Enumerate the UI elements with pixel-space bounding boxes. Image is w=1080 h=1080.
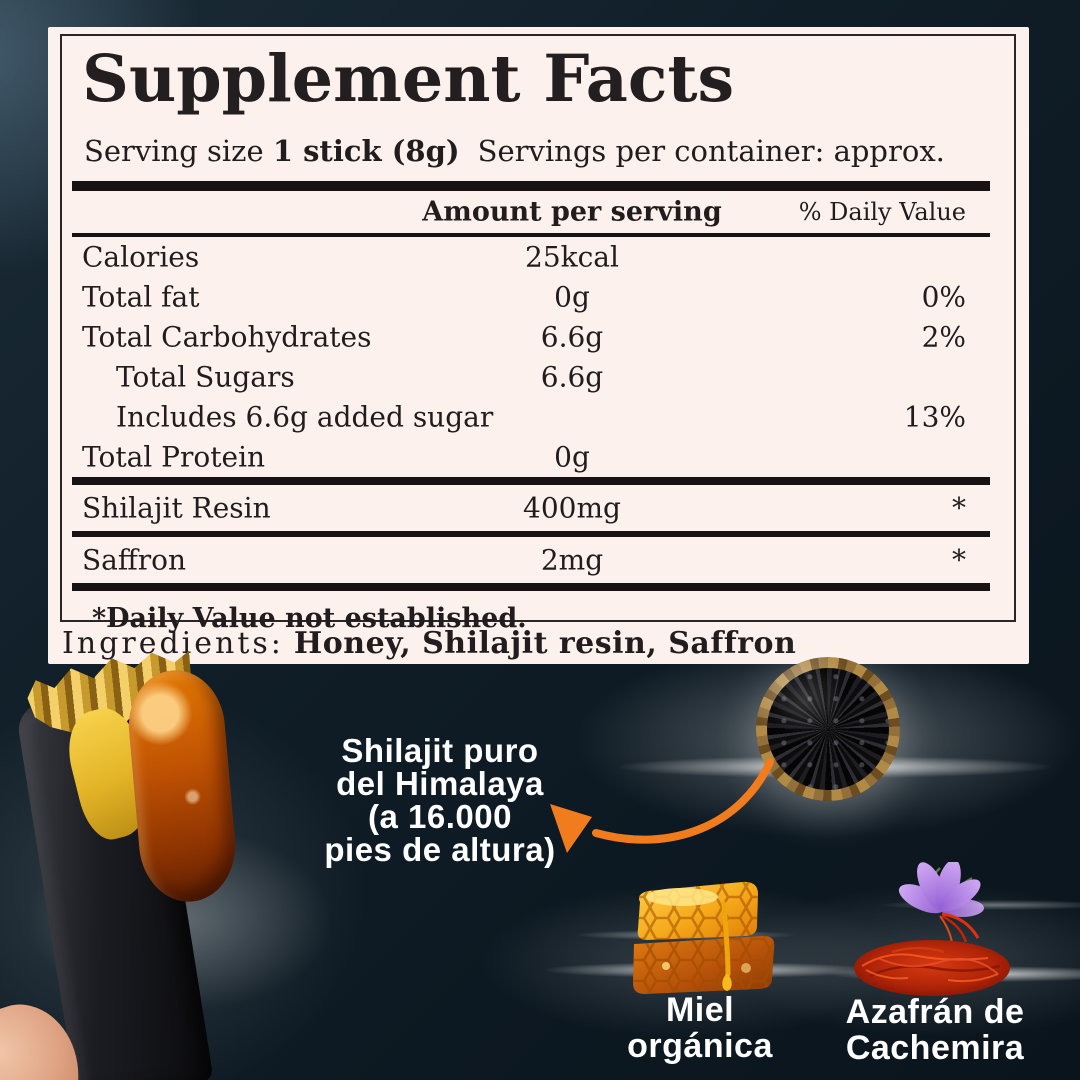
- serving-size-label: Serving size: [84, 134, 273, 169]
- shilajit-bowl-photo: [756, 657, 900, 801]
- thick-rule: [72, 477, 990, 486]
- nutrient-name: Calories: [82, 240, 200, 274]
- caption-line: orgánica: [627, 1027, 773, 1065]
- thick-rule: [72, 181, 990, 192]
- rule: [72, 531, 990, 538]
- daily-value-column-header: % Daily Value: [798, 198, 966, 227]
- honey-caption: Miel orgánica: [600, 992, 800, 1064]
- caption-line: pies de altura): [324, 831, 556, 868]
- nutrient-amount: 0g: [554, 440, 590, 474]
- facts-title: Supplement Facts: [82, 41, 735, 117]
- caption-line: del Himalaya: [336, 765, 544, 802]
- nutrient-row-calories: Calories 25kcal: [62, 237, 1014, 277]
- nutrient-dv: *: [952, 491, 966, 525]
- nutrient-amount: 25kcal: [525, 240, 619, 274]
- nutrient-name: Total Sugars: [116, 360, 295, 394]
- nutrient-amount: 2mg: [540, 543, 604, 577]
- nutrient-amount: 0g: [554, 280, 590, 314]
- shilajit-resin-fill: [767, 668, 889, 790]
- nutrient-row-added-sugar: Includes 6.6g added sugar 13%: [62, 397, 1014, 437]
- caption-line: Azafrán de: [845, 993, 1025, 1031]
- ingredients-value: Honey, Shilajit resin, Saffron: [293, 626, 797, 661]
- active-row-shilajit: Shilajit Resin 400mg *: [62, 485, 1014, 531]
- caption-line: Shilajit puro: [341, 732, 539, 769]
- nutrient-row-carbohydrates: Total Carbohydrates 6.6g 2%: [62, 317, 1014, 357]
- nutrient-dv: 0%: [921, 280, 966, 314]
- nutrient-name: Total fat: [82, 280, 200, 314]
- nutrient-name: Total Carbohydrates: [82, 320, 372, 354]
- nutrient-amount: 6.6g: [540, 360, 604, 394]
- nutrient-row-total-fat: Total fat 0g 0%: [62, 277, 1014, 317]
- nutrient-dv: 2%: [921, 320, 966, 354]
- stick-brand-text: Bett: [0, 877, 12, 1018]
- active-row-saffron: Saffron 2mg *: [62, 537, 1014, 583]
- saffron-caption: Azafrán de Cachemira: [817, 994, 1053, 1066]
- facts-border-box: Supplement Facts Serving size 1 stick (8…: [60, 34, 1016, 634]
- nutrient-name: Includes 6.6g added sugar: [116, 400, 494, 434]
- nutrient-amount: 6.6g: [540, 320, 604, 354]
- shilajit-caption: Shilajit puro del Himalaya (a 16.000 pie…: [250, 734, 630, 866]
- amount-column-header: Amount per serving: [422, 196, 722, 228]
- serving-size-value: 1 stick (8g): [272, 134, 460, 169]
- rule: [72, 233, 990, 238]
- honey-stick-photo: Made by bees • Made by bees • Bett: [0, 648, 296, 1080]
- nutrient-name: Saffron: [82, 543, 187, 577]
- serving-size-line: Serving size 1 stick (8g) Servings per co…: [84, 134, 1014, 168]
- nutrient-row-total-sugars: Total Sugars 6.6g: [62, 357, 1014, 397]
- saffron-photo: [854, 862, 1010, 996]
- daily-value-footnote: *Daily Value not established.: [92, 603, 527, 635]
- nutrient-dv: *: [952, 543, 966, 577]
- caption-line: Cachemira: [845, 1029, 1025, 1067]
- caption-line: Miel: [665, 991, 735, 1029]
- thick-rule: [72, 583, 990, 592]
- nutrient-dv: 13%: [903, 400, 966, 434]
- servings-per-container: Servings per container: approx.: [477, 134, 945, 169]
- nutrient-name: Shilajit Resin: [82, 491, 271, 525]
- nutrient-name: Total Protein: [82, 440, 266, 474]
- nutrient-row-protein: Total Protein 0g: [62, 437, 1014, 477]
- caption-line: (a 16.000: [368, 798, 512, 835]
- ingredients-label: Ingredients:: [62, 626, 284, 661]
- supplement-facts-panel: Supplement Facts Serving size 1 stick (8…: [48, 27, 1029, 664]
- honeycomb-photo: [633, 881, 775, 994]
- column-header-row: Amount per serving % Daily Value: [62, 191, 1014, 233]
- nutrient-amount: 400mg: [523, 491, 621, 525]
- ingredients-line: Ingredients: Honey, Shilajit resin, Saffr…: [62, 626, 796, 661]
